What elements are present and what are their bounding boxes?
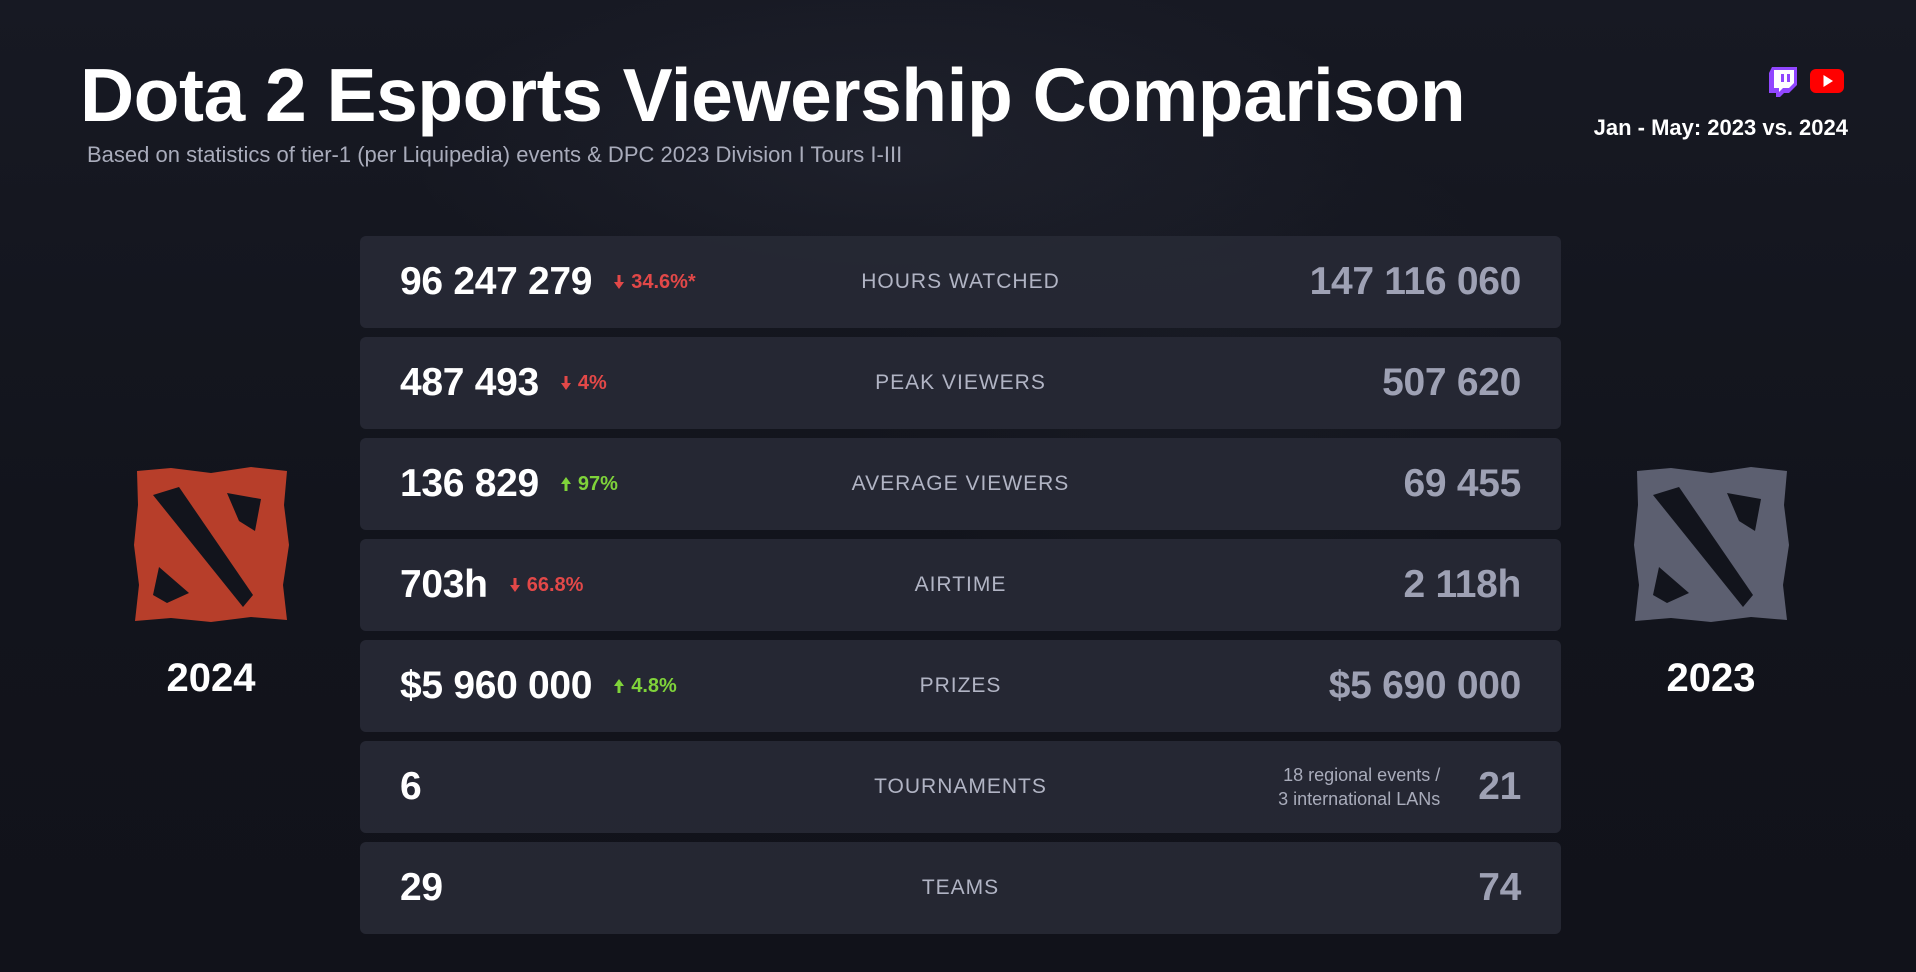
tournaments-note: 18 regional events / 3 international LAN… bbox=[1278, 763, 1440, 811]
year-2023-panel: 2023 bbox=[1629, 465, 1793, 701]
value-2023: 2 118h bbox=[1403, 563, 1522, 606]
youtube-icon bbox=[1810, 69, 1844, 93]
page-subtitle: Based on statistics of tier-1 (per Liqui… bbox=[87, 142, 903, 167]
metric-label: TEAMS bbox=[921, 876, 1000, 899]
dota-logo-icon bbox=[1634, 467, 1789, 622]
arrow-up-icon bbox=[614, 679, 625, 693]
arrow-down-icon bbox=[614, 275, 625, 289]
value-2023: 74 bbox=[1478, 866, 1521, 909]
change-indicator: 97% bbox=[560, 472, 618, 496]
arrow-up-icon bbox=[560, 477, 571, 491]
table-row: 487 493 4% PEAK VIEWERS 507 620 bbox=[360, 337, 1561, 429]
value-2023: 507 620 bbox=[1382, 361, 1521, 404]
value-2023: 147 116 060 bbox=[1309, 260, 1522, 303]
value-2024: 487 493 bbox=[400, 361, 539, 404]
change-value: 97% bbox=[577, 472, 618, 495]
table-row: 136 829 97% AVERAGE VIEWERS 69 455 bbox=[360, 438, 1561, 530]
year-2024-panel: 2024 bbox=[129, 465, 293, 701]
value-2023: $5 690 000 bbox=[1328, 664, 1522, 707]
change-indicator: 4.8% bbox=[614, 675, 677, 698]
value-2024: 6 bbox=[400, 765, 422, 808]
table-row: 6 TOURNAMENTS 18 regional events / 3 int… bbox=[360, 741, 1561, 833]
value-2024: 136 829 bbox=[400, 462, 539, 505]
change-indicator: 66.8% bbox=[509, 573, 584, 597]
arrow-down-icon bbox=[509, 578, 520, 592]
platform-icons bbox=[1766, 64, 1844, 98]
dota-logo-icon bbox=[134, 467, 289, 622]
change-value: 66.8% bbox=[526, 573, 584, 596]
change-indicator: 4% bbox=[560, 371, 607, 395]
note-line: 3 international LANs bbox=[1278, 789, 1441, 809]
date-range: Jan - May: 2023 vs. 2024 bbox=[1593, 115, 1848, 140]
page-title: Dota 2 Esports Viewership Comparison bbox=[80, 53, 1466, 137]
change-indicator: 34.6%* bbox=[614, 271, 696, 294]
value-2023: 21 bbox=[1478, 765, 1521, 808]
change-value: 34.6%* bbox=[631, 270, 696, 293]
value-2024: 96 247 279 bbox=[400, 260, 593, 303]
value-2023: 69 455 bbox=[1403, 462, 1522, 505]
arrow-down-icon bbox=[560, 376, 571, 390]
value-2024: 703h bbox=[400, 563, 488, 606]
year-label-2024: 2024 bbox=[166, 656, 256, 700]
twitch-icon bbox=[1769, 67, 1797, 97]
change-value: 4.8% bbox=[631, 674, 677, 697]
table-row: 703h 66.8% AIRTIME 2 118h bbox=[360, 539, 1561, 631]
year-label-2023: 2023 bbox=[1666, 656, 1756, 700]
table-row: 29 TEAMS 74 bbox=[360, 842, 1561, 934]
value-2024: 29 bbox=[400, 866, 443, 909]
note-line: 18 regional events / bbox=[1283, 765, 1441, 785]
change-value: 4% bbox=[577, 371, 607, 394]
table-row: $5 960 000 4.8% PRIZES $5 690 000 bbox=[360, 640, 1561, 732]
table-row: 96 247 279 34.6%* HOURS WATCHED 147 116 … bbox=[360, 236, 1561, 328]
comparison-table: 96 247 279 34.6%* HOURS WATCHED 147 116 … bbox=[360, 236, 1561, 934]
value-2024: $5 960 000 bbox=[400, 664, 593, 707]
